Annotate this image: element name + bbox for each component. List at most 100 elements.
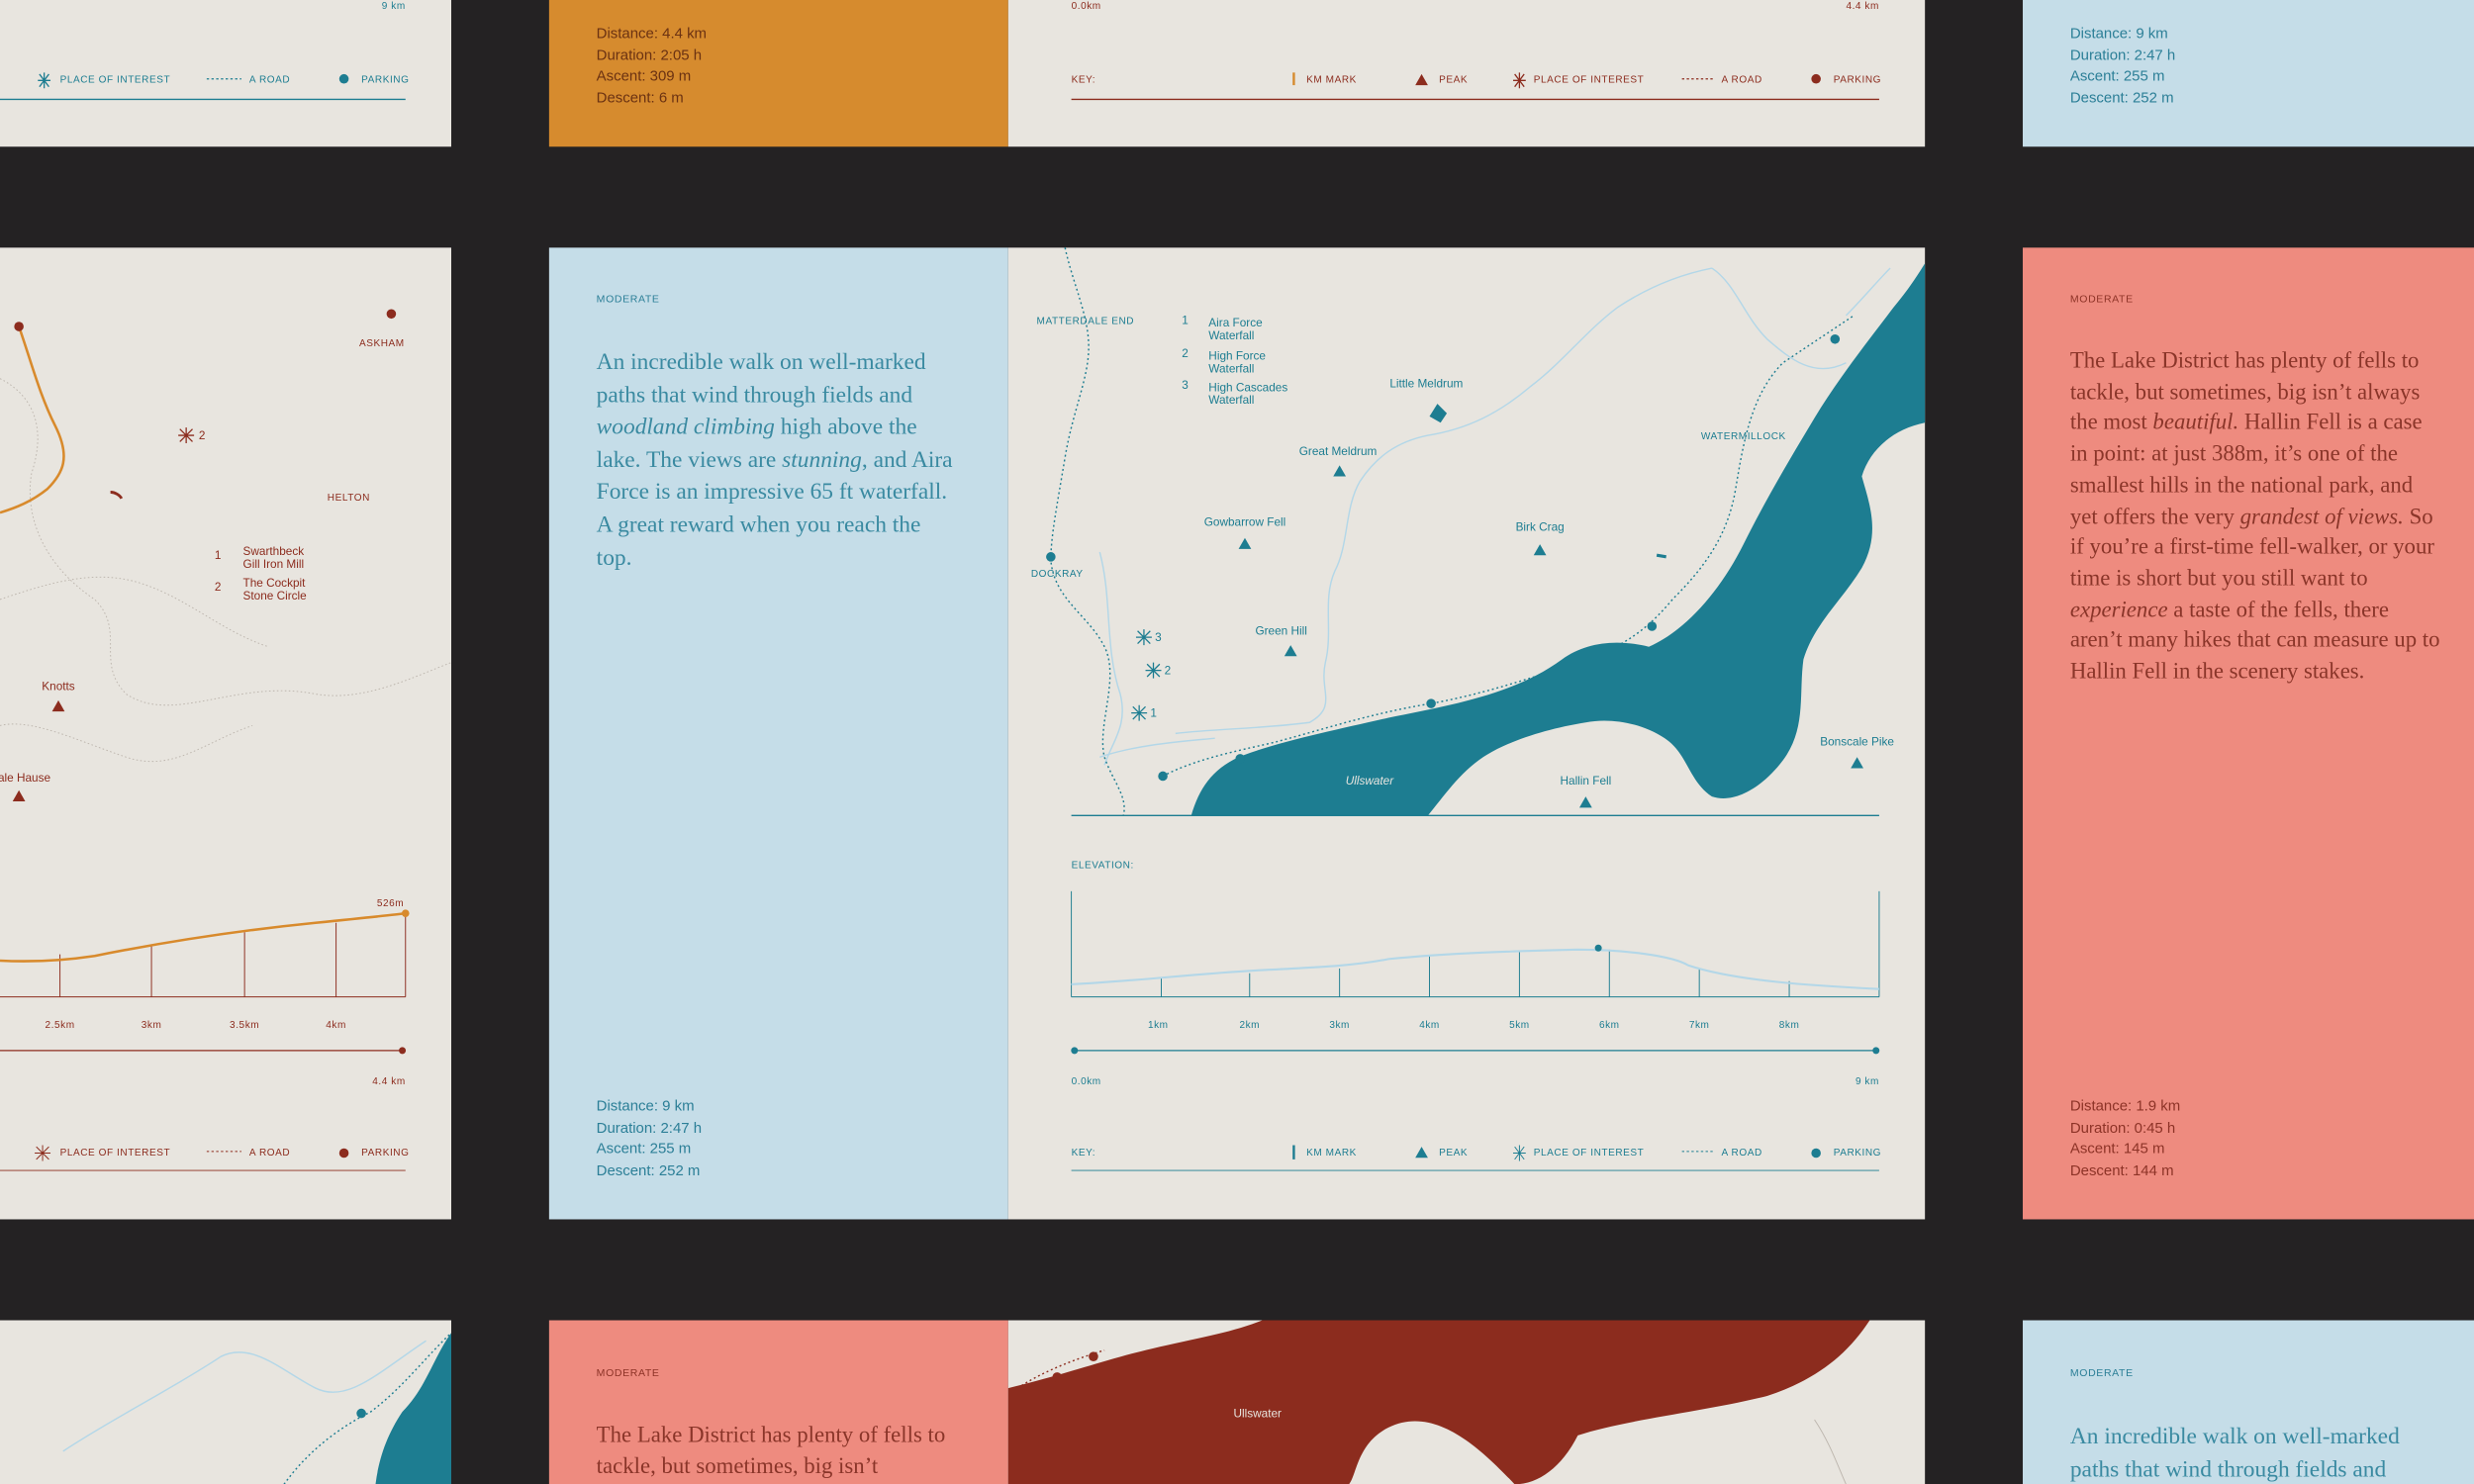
peak-icon [51,699,65,712]
key-label: A ROAD [248,1147,291,1159]
peaks [1578,796,1592,808]
place: Green Hill [1255,623,1307,638]
parking-icons [1046,334,1841,782]
parking-icon [1811,73,1821,84]
distance-label: 9 km [1855,1076,1879,1088]
description-text: The Lake District has plenty of fells to… [2069,348,2421,436]
card [0,247,451,1220]
key-label: PLACE OF INTEREST [1533,1147,1645,1159]
stat: Duration: 2:47 h [596,1117,703,1136]
parking-icons [1426,698,1436,708]
key-icons [1513,72,1526,89]
key-label: PLACE OF INTEREST [59,74,171,86]
parking-icons [1647,621,1658,631]
parking-icons [1046,552,1056,562]
peak-icon [1415,73,1428,86]
poi-name: Swarthbeck Gill Iron Mill [242,544,305,572]
rivers [1711,267,1847,370]
stats: Distance: 4.4 km Duration: 2:05 h Ascent… [597,22,707,107]
elevation-frame [1071,890,1880,1171]
distance-tick: 3.5km [230,1019,260,1031]
distance-tick: 5km [1509,1019,1530,1031]
poi-name: High Cascades Waterfall [1208,380,1288,408]
distance-tick: 4km [1419,1019,1440,1031]
stat: Descent: 252 m [596,1159,701,1178]
card [0,0,451,147]
distance-label: 0.0km [1071,0,1101,12]
start-dot [1071,1047,1079,1055]
key-label: PLACE OF INTEREST [1533,74,1645,86]
lake [1007,1320,1870,1484]
difficulty: MODERATE [596,294,660,306]
key-icons [1071,72,1879,101]
parking-icon [1052,1372,1063,1382]
distance-tick: 3km [141,1019,162,1031]
description-text: , and Aira Force is an impressive 65 ft … [596,447,953,571]
parking-icons [1830,334,1841,344]
stat: Duration: 2:47 h [2069,45,2176,62]
rivers [62,1340,427,1452]
rivers [1099,737,1215,758]
description-text: high above the lake. The views are [596,415,917,473]
parking-icons [1158,771,1168,782]
elevation-profile [0,911,406,963]
description: The Lake District has plenty of fells to… [596,1423,946,1480]
parking-icon [1811,1148,1821,1159]
stat: Distance: 9 km [2069,23,2168,42]
poi-number: 2 [214,579,222,595]
poi-icons [1145,662,1162,679]
card [548,0,1008,147]
description-text: beautiful. [2152,411,2239,436]
end-dot [399,1047,407,1055]
distance-tick: 4km [326,1019,346,1031]
stats: Distance: 9 km Duration: 2:47 h Ascent: … [2070,22,2175,107]
lake [375,1333,451,1484]
elevation-title: ELEVATION: [1071,860,1134,872]
parking-icon [356,1408,366,1419]
peaks [1851,757,1863,769]
poi-marker: 1 [1150,705,1157,720]
difficulty: MODERATE [2069,294,2134,306]
place: Hallin Fell [1560,774,1612,788]
place: ASKHAM [358,337,405,350]
peaks [1238,404,1863,808]
poi-name: High Force Waterfall [1208,348,1266,376]
place: Birk Crag [1515,519,1565,534]
boundaries [0,723,253,762]
description: An incredible walk on well-marked paths … [2069,1424,2400,1483]
elevation-frame [1513,1145,1526,1161]
distance-tick: 8km [1778,1019,1800,1031]
key-label: PEAK [1439,74,1469,86]
summit-label: 526m [376,898,405,910]
rivers [1845,267,1891,317]
peaks [1333,465,1347,477]
distance-tick: 7km [1688,1019,1710,1031]
place: ale Hause [0,770,51,786]
description-text: experience [2069,597,2168,623]
key-label: PARKING [361,74,410,86]
distance-tick: 3km [1329,1019,1350,1031]
poi-marker: 3 [1155,629,1162,645]
place: DOCKRAY [1030,568,1084,580]
key-title: KEY: [1071,1147,1096,1159]
parking-icon [1089,1351,1098,1361]
summit-dot [1594,944,1602,952]
difficulty: MODERATE [596,1368,660,1380]
peaks [1238,537,1252,549]
card [2023,0,2474,147]
key-label: PARKING [361,1147,410,1159]
poi-name: The Cockpit Stone Circle [242,575,307,603]
key-icons [0,72,406,101]
description-text: a taste of the fells, there aren’t many … [2069,597,2440,686]
elevation-frame [35,1145,51,1161]
poi-number: 3 [1182,377,1189,393]
roads [1162,315,1855,778]
key-label: A ROAD [1721,1147,1762,1159]
rivers [1175,267,1713,735]
description: The Lake District has plenty of fells to… [2070,347,2442,690]
route [0,325,65,514]
boundaries [1814,1419,1847,1484]
poi-icons [1135,629,1152,646]
